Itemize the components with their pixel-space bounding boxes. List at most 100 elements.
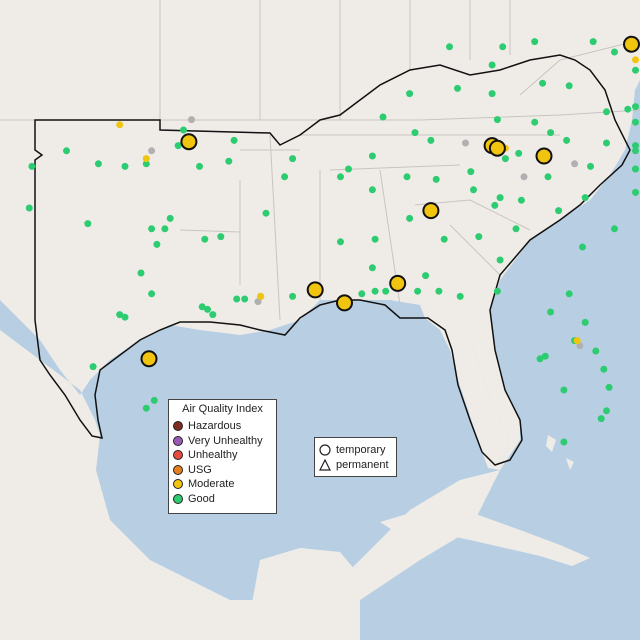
monitor-moderate-temporary[interactable] <box>389 274 407 292</box>
monitor-good[interactable] <box>632 188 639 196</box>
monitor-good[interactable] <box>25 204 33 212</box>
monitor-good[interactable] <box>605 383 613 391</box>
monitor-good[interactable] <box>632 142 639 150</box>
monitor-good[interactable] <box>624 105 632 113</box>
monitor-no-data[interactable] <box>520 173 528 181</box>
monitor-good[interactable] <box>603 108 610 116</box>
monitor-good[interactable] <box>121 313 129 321</box>
monitor-good[interactable] <box>137 269 145 277</box>
monitor-good[interactable] <box>493 116 501 124</box>
monitor-good[interactable] <box>414 287 422 295</box>
monitor-good[interactable] <box>289 155 297 163</box>
monitor-good[interactable] <box>565 82 573 90</box>
monitor-good[interactable] <box>493 287 501 295</box>
monitor-moderate-temporary[interactable] <box>180 133 198 151</box>
monitor-good[interactable] <box>632 147 639 155</box>
monitor-good[interactable] <box>371 235 379 243</box>
monitor-good[interactable] <box>597 415 605 423</box>
monitor-good[interactable] <box>411 129 419 137</box>
monitor-good[interactable] <box>406 214 414 222</box>
monitor-good[interactable] <box>427 136 435 144</box>
monitor-good[interactable] <box>560 438 568 446</box>
monitor-moderate-temporary[interactable] <box>623 35 640 53</box>
monitor-good[interactable] <box>166 214 174 222</box>
monitor-good[interactable] <box>531 118 539 126</box>
monitor-moderate-temporary[interactable] <box>535 147 553 165</box>
monitor-moderate-small[interactable] <box>573 337 581 345</box>
monitor-good[interactable] <box>28 162 36 170</box>
monitor-good[interactable] <box>198 303 206 311</box>
monitor-good[interactable] <box>600 365 608 373</box>
monitor-no-data[interactable] <box>571 160 579 168</box>
monitor-good[interactable] <box>475 233 483 241</box>
monitor-good[interactable] <box>289 292 297 300</box>
monitor-good[interactable] <box>403 173 411 181</box>
monitor-good[interactable] <box>565 290 573 298</box>
monitor-good[interactable] <box>148 290 156 298</box>
monitor-good[interactable] <box>531 38 539 46</box>
monitor-good[interactable] <box>560 386 568 394</box>
monitor-moderate-small[interactable] <box>632 56 639 64</box>
monitor-good[interactable] <box>555 207 563 215</box>
monitor-good[interactable] <box>161 225 169 233</box>
monitor-good[interactable] <box>84 220 92 228</box>
monitor-good[interactable] <box>371 287 379 295</box>
monitor-good[interactable] <box>406 90 414 98</box>
monitor-good[interactable] <box>581 194 589 202</box>
monitor-moderate-small[interactable] <box>257 292 265 300</box>
monitor-moderate-temporary[interactable] <box>306 281 324 299</box>
monitor-good[interactable] <box>446 43 453 51</box>
monitor-moderate-small[interactable] <box>116 121 124 129</box>
monitor-good[interactable] <box>496 256 504 264</box>
monitor-good[interactable] <box>563 136 571 144</box>
monitor-good[interactable] <box>63 147 70 155</box>
monitor-good[interactable] <box>589 38 597 46</box>
monitor-good[interactable] <box>499 43 507 51</box>
monitor-good[interactable] <box>94 160 102 168</box>
monitor-good[interactable] <box>337 238 344 246</box>
monitor-good[interactable] <box>541 352 549 360</box>
monitor-moderate-temporary[interactable] <box>422 202 440 220</box>
monitor-good[interactable] <box>632 103 639 111</box>
monitor-good[interactable] <box>241 295 249 303</box>
monitor-good[interactable] <box>579 243 586 251</box>
monitor-good[interactable] <box>382 287 390 295</box>
monitor-good[interactable] <box>470 186 477 194</box>
monitor-good[interactable] <box>116 311 124 319</box>
monitor-good[interactable] <box>435 287 443 295</box>
monitor-good[interactable] <box>547 308 555 316</box>
monitor-good[interactable] <box>454 84 461 92</box>
monitor-good[interactable] <box>517 196 525 204</box>
monitor-good[interactable] <box>467 168 475 176</box>
monitor-good[interactable] <box>142 404 150 412</box>
monitor-good[interactable] <box>611 48 618 56</box>
monitor-good[interactable] <box>539 79 547 87</box>
monitor-good[interactable] <box>611 225 618 233</box>
monitor-good[interactable] <box>603 407 610 415</box>
monitor-good[interactable] <box>225 157 233 165</box>
monitor-good[interactable] <box>121 162 129 170</box>
monitor-good[interactable] <box>488 90 496 98</box>
monitor-good[interactable] <box>632 66 639 74</box>
monitor-good[interactable] <box>368 152 376 160</box>
monitor-good[interactable] <box>281 173 289 181</box>
monitor-moderate-temporary[interactable] <box>488 139 506 157</box>
monitor-no-data[interactable] <box>576 342 584 350</box>
monitor-good[interactable] <box>512 225 520 233</box>
monitor-good[interactable] <box>581 318 589 326</box>
monitor-no-data[interactable] <box>254 298 262 306</box>
monitor-good[interactable] <box>379 113 387 121</box>
monitor-good[interactable] <box>148 225 156 233</box>
monitor-good[interactable] <box>233 295 241 303</box>
monitor-no-data[interactable] <box>462 139 469 147</box>
monitor-moderate-temporary[interactable] <box>336 294 353 312</box>
monitor-good[interactable] <box>536 355 544 363</box>
monitor-good[interactable] <box>432 175 440 183</box>
monitor-good[interactable] <box>368 186 376 194</box>
monitor-no-data[interactable] <box>148 147 156 155</box>
monitor-good[interactable] <box>488 61 496 69</box>
monitor-good[interactable] <box>587 162 594 170</box>
monitor-no-data[interactable] <box>188 116 195 124</box>
monitor-good[interactable] <box>345 165 352 173</box>
monitor-good[interactable] <box>201 235 209 243</box>
